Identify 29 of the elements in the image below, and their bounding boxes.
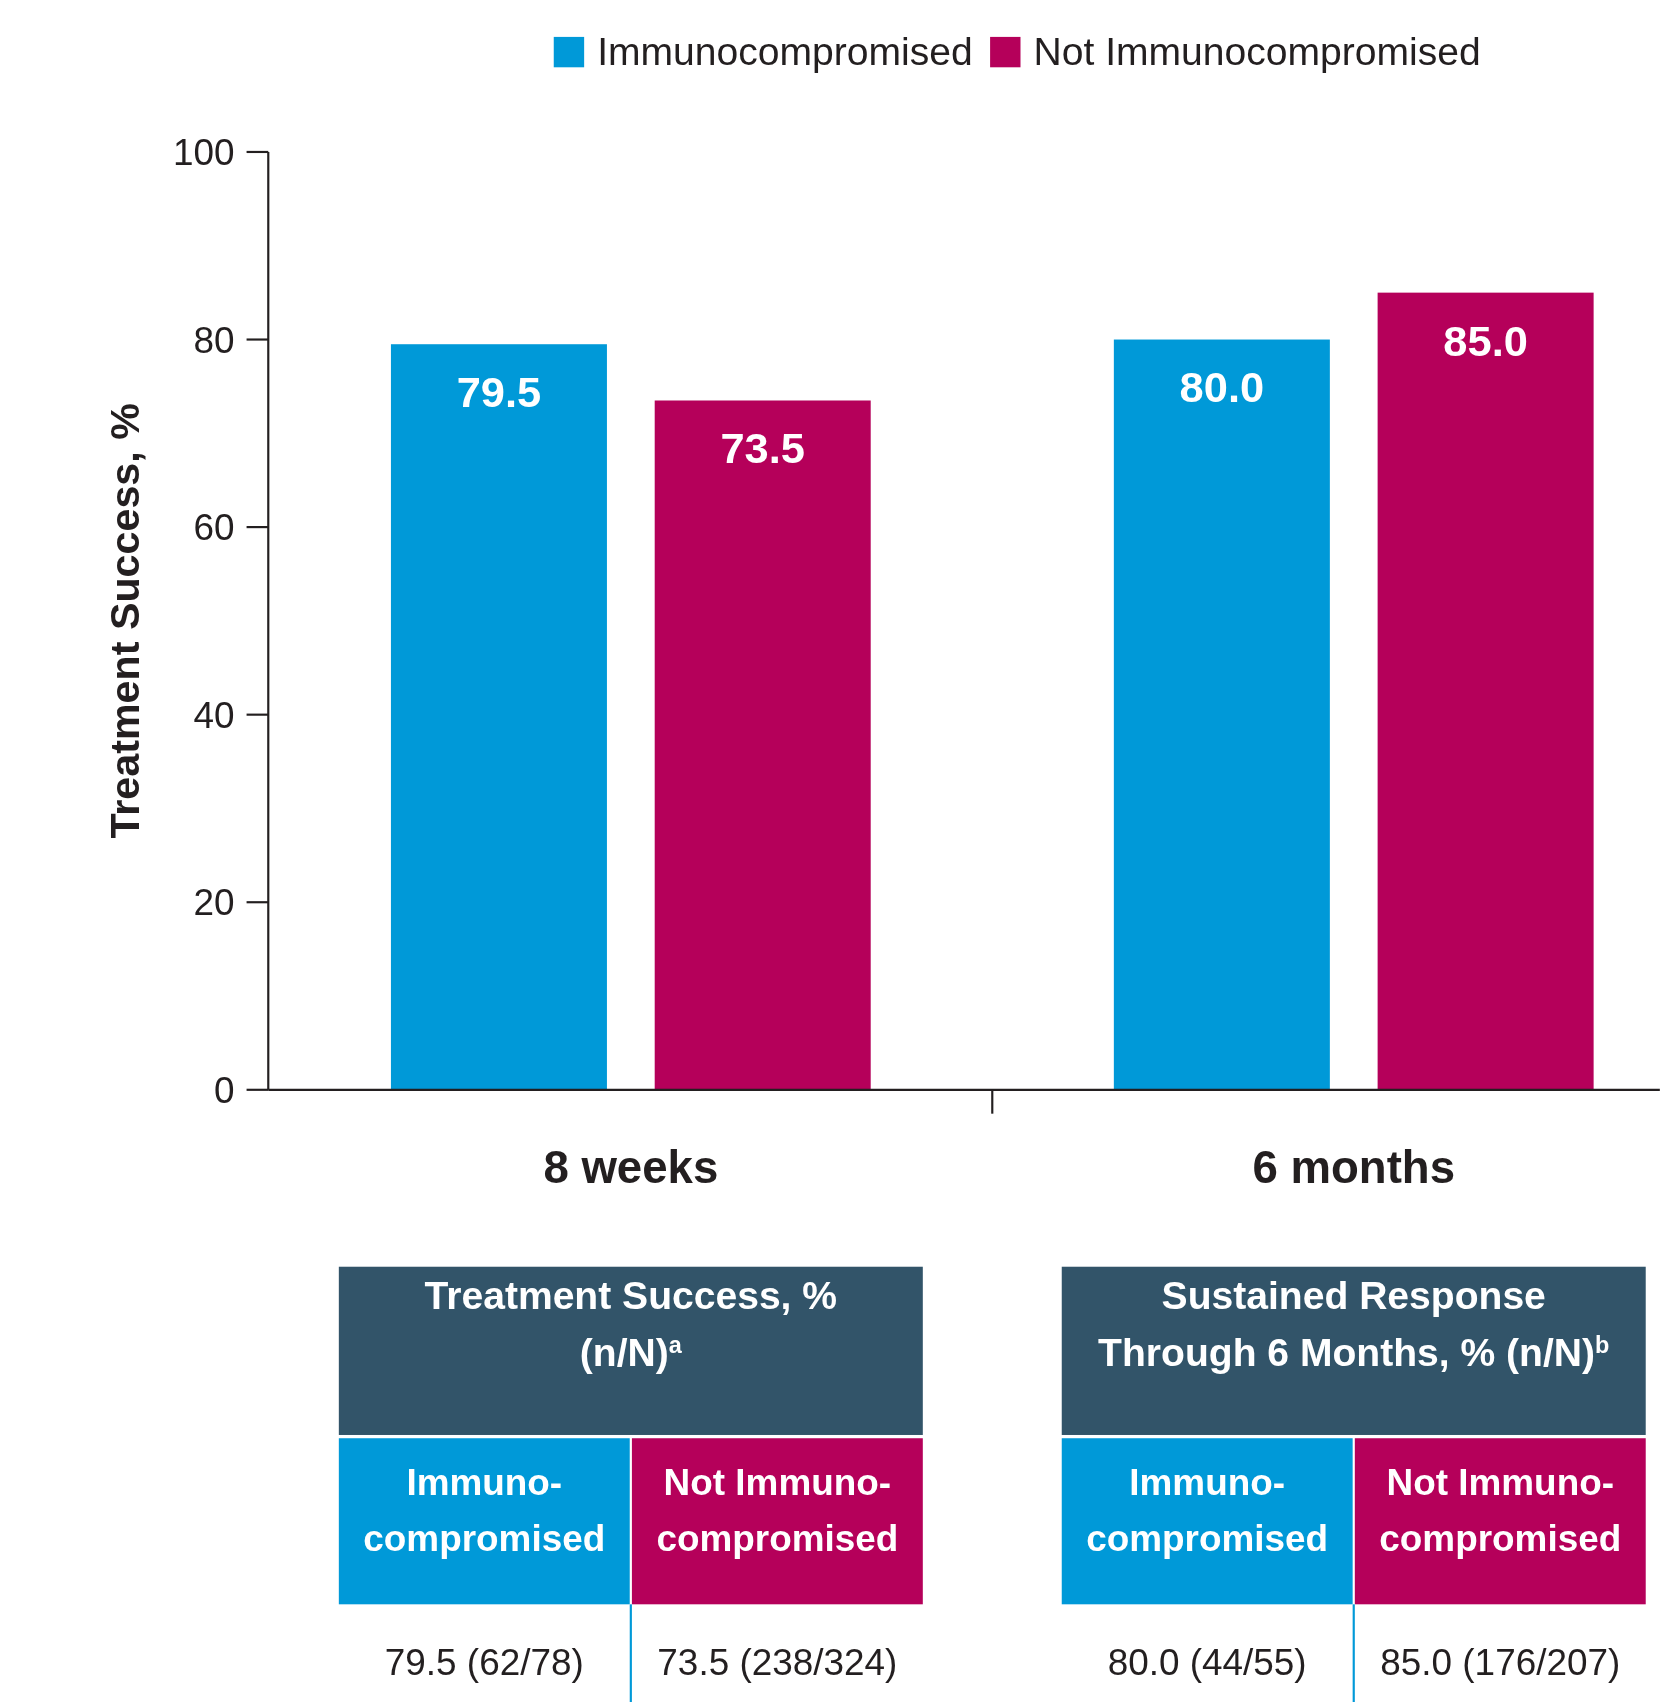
text: 79.5 (62/78) xyxy=(384,1641,584,1683)
text: Immuno- compromised xyxy=(1086,1461,1329,1560)
y-tick-label: 40 xyxy=(193,694,235,736)
data-label: 85.0 xyxy=(1443,316,1528,365)
y-tick-label: 0 xyxy=(214,1069,235,1111)
text: 80.0 (44/55) xyxy=(1107,1641,1307,1683)
text: Sustained Response Through 6 Months, % (n/N)$^{b}$ xyxy=(1098,1274,1610,1374)
data-label: 73.5 xyxy=(720,424,805,473)
text: Treatment Success, % (n/N)$^{a}$ xyxy=(424,1274,838,1374)
bar xyxy=(390,344,607,1090)
text: Not Immuno- compromised xyxy=(656,1461,899,1560)
text: Not Immuno- compromised xyxy=(1379,1461,1622,1560)
text: Immuno- compromised xyxy=(363,1461,606,1560)
y-tick-label: 20 xyxy=(193,882,235,924)
y-tick-label: 60 xyxy=(193,507,235,549)
text: 85.0 (176/207) xyxy=(1380,1641,1621,1683)
data-label: 79.5 xyxy=(456,368,542,417)
text: 73.5 (238/324) xyxy=(657,1641,898,1683)
bar xyxy=(1377,292,1594,1090)
bar xyxy=(1113,339,1330,1090)
y-tick-label: 80 xyxy=(193,319,235,361)
legend-label: Not Immunocompromised xyxy=(1033,30,1481,74)
y-axis-title: Treatment Success, % xyxy=(102,403,149,839)
x-tick-label: 8 weeks xyxy=(543,1142,719,1194)
data-label: 80.0 xyxy=(1179,363,1265,412)
x-tick-label: 6 months xyxy=(1252,1142,1456,1194)
y-tick-label: 100 xyxy=(173,131,235,173)
bar xyxy=(654,400,871,1090)
legend-label: Immunocompromised xyxy=(597,30,973,74)
